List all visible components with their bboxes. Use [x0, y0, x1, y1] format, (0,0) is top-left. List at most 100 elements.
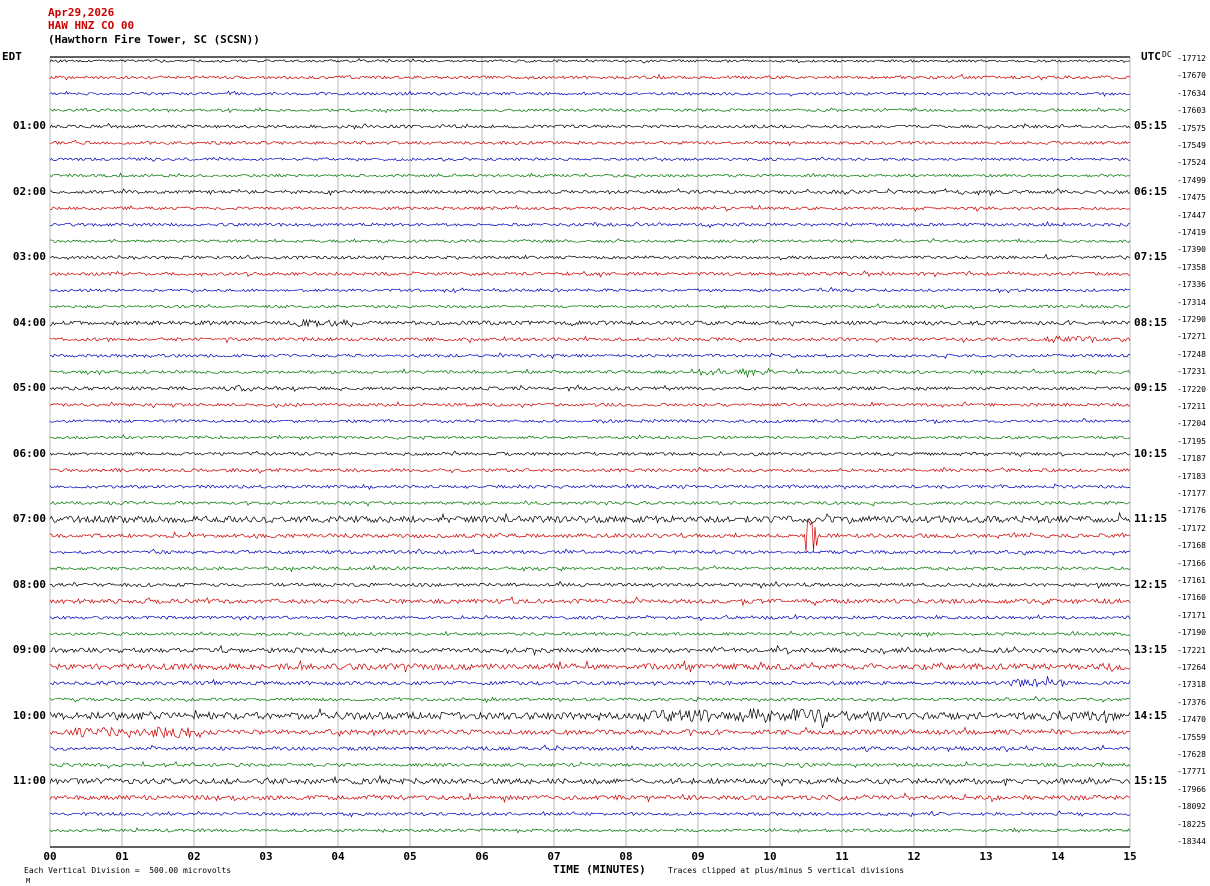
- seismo-trace-row-25: [49, 466, 1131, 474]
- right-hour-label-0515: 05:15: [1134, 119, 1168, 132]
- left-hour-label-0900: 09:00: [12, 643, 46, 656]
- seismo-trace-row-44: [49, 774, 1131, 787]
- seismo-trace-row-40: [49, 707, 1131, 728]
- seismo-trace-row-6: [49, 156, 1131, 162]
- seismo-trace-row-14: [49, 286, 1131, 294]
- dc-value-24: -17183: [1177, 472, 1206, 481]
- dc-value-17: -17248: [1177, 350, 1206, 359]
- dc-value-8: -17475: [1177, 193, 1206, 202]
- seismo-trace-row-7: [49, 172, 1131, 179]
- seismo-trace-row-4: [49, 123, 1131, 130]
- dc-value-21: -17204: [1177, 419, 1206, 428]
- dc-value-41: -17771: [1177, 767, 1206, 776]
- dc-value-29: -17166: [1177, 559, 1206, 568]
- seismo-trace-row-39: [49, 695, 1131, 704]
- seismo-trace-row-28: [49, 511, 1131, 525]
- seismo-trace-row-46: [49, 810, 1131, 818]
- left-hour-label-1000: 10:00: [12, 709, 46, 722]
- left-hour-label-0300: 03:00: [12, 250, 46, 263]
- dc-value-38: -17470: [1177, 715, 1206, 724]
- seismo-trace-row-43: [49, 760, 1131, 769]
- seismo-trace-row-17: [49, 335, 1131, 344]
- x-tick-label-01: 01: [115, 850, 129, 863]
- left-hour-label-0100: 01:00: [12, 119, 46, 132]
- seismo-trace-row-36: [49, 644, 1131, 657]
- seismo-trace-row-33: [49, 596, 1131, 607]
- right-hour-label-1315: 13:15: [1134, 643, 1168, 656]
- footer-scale-note: Each Vertical Division = 500.00 microvol…: [24, 866, 232, 875]
- header-date: Apr29,2026: [48, 6, 115, 19]
- dc-value-20: -17211: [1177, 402, 1206, 411]
- x-tick-label-07: 07: [547, 850, 561, 863]
- seismo-trace-row-5: [49, 139, 1131, 147]
- dc-value-5: -17549: [1177, 141, 1206, 150]
- seismo-trace-row-47: [49, 826, 1131, 834]
- x-tick-label-02: 02: [187, 850, 201, 863]
- x-tick-label-12: 12: [907, 850, 921, 863]
- dc-value-18: -17231: [1177, 367, 1206, 376]
- left-hour-label-0700: 07:00: [12, 512, 46, 525]
- seismo-trace-row-18: [49, 352, 1131, 360]
- dc-value-37: -17376: [1177, 698, 1206, 707]
- dc-value-33: -17190: [1177, 628, 1206, 637]
- right-timezone-label: UTC: [1141, 50, 1161, 63]
- dc-value-7: -17499: [1177, 176, 1206, 185]
- dc-value-25: -17177: [1177, 489, 1206, 498]
- dc-value-13: -17336: [1177, 280, 1206, 289]
- dc-value-35: -17264: [1177, 663, 1206, 672]
- seismo-trace-row-9: [49, 204, 1131, 212]
- seismo-trace-row-8: [49, 188, 1131, 197]
- seismo-trace-row-41: [49, 726, 1131, 739]
- dc-value-45: -18344: [1177, 837, 1206, 846]
- dc-value-9: -17447: [1177, 211, 1206, 220]
- x-tick-label-00: 00: [43, 850, 57, 863]
- right-hour-label-0615: 06:15: [1134, 185, 1168, 198]
- right-hour-label-1015: 10:15: [1134, 447, 1168, 460]
- seismo-trace-row-34: [49, 613, 1131, 622]
- right-hour-label-0715: 07:15: [1134, 250, 1168, 263]
- dc-value-39: -17559: [1177, 733, 1206, 742]
- seismo-trace-row-29: [49, 518, 1131, 552]
- dc-value-42: -17966: [1177, 785, 1206, 794]
- dc-value-34: -17221: [1177, 646, 1206, 655]
- left-hour-label-0800: 08:00: [12, 578, 46, 591]
- x-tick-label-06: 06: [475, 850, 489, 863]
- header-station: HAW HNZ CO 00: [48, 19, 135, 32]
- x-tick-label-03: 03: [259, 850, 273, 863]
- right-hour-label-1215: 12:15: [1134, 578, 1168, 591]
- seismo-trace-row-16: [49, 318, 1131, 328]
- seismo-trace-row-32: [49, 580, 1131, 589]
- right-hour-label-1115: 11:15: [1134, 512, 1168, 525]
- dc-value-10: -17419: [1177, 228, 1206, 237]
- dc-value-23: -17187: [1177, 454, 1206, 463]
- right-hour-label-0915: 09:15: [1134, 381, 1168, 394]
- dc-value-22: -17195: [1177, 437, 1206, 446]
- seismo-trace-row-23: [49, 434, 1131, 441]
- seismo-trace-row-22: [49, 418, 1131, 425]
- seismo-trace-row-3: [49, 107, 1131, 114]
- x-tick-label-15: 15: [1123, 850, 1137, 863]
- seismo-trace-row-19: [49, 367, 1131, 378]
- seismo-trace-row-37: [49, 659, 1131, 673]
- dc-value-3: -17603: [1177, 106, 1206, 115]
- seismo-trace-row-0: [49, 57, 1131, 64]
- dc-value-43: -18092: [1177, 802, 1206, 811]
- seismo-trace-row-24: [49, 450, 1131, 458]
- seismo-trace-row-13: [49, 270, 1131, 278]
- dc-column-header: DC: [1162, 50, 1172, 59]
- footer-clip-note: Traces clipped at plus/minus 5 vertical …: [668, 866, 905, 875]
- dc-value-16: -17271: [1177, 332, 1206, 341]
- dc-value-32: -17171: [1177, 611, 1206, 620]
- dc-value-31: -17160: [1177, 593, 1206, 602]
- dc-value-11: -17390: [1177, 245, 1206, 254]
- x-tick-label-05: 05: [403, 850, 417, 863]
- x-tick-label-14: 14: [1051, 850, 1065, 863]
- dc-value-27: -17172: [1177, 524, 1206, 533]
- seismo-trace-row-35: [49, 630, 1131, 638]
- right-hour-label-1415: 14:15: [1134, 709, 1168, 722]
- dc-value-14: -17314: [1177, 298, 1206, 307]
- seismo-trace-row-21: [49, 401, 1131, 409]
- x-tick-label-04: 04: [331, 850, 345, 863]
- dc-value-6: -17524: [1177, 158, 1206, 167]
